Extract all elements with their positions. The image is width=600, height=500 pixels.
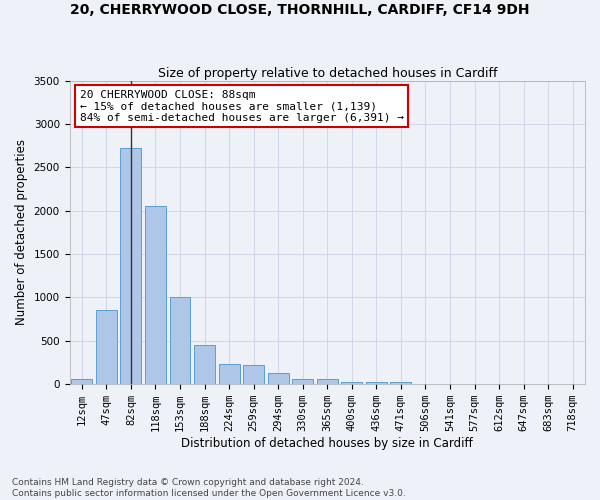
Bar [194,345,215,384]
X-axis label: Distribution of detached houses by size in Cardiff: Distribution of detached houses by size … [181,437,473,450]
Bar [341,382,362,384]
Bar [71,379,92,384]
Title: Size of property relative to detached houses in Cardiff: Size of property relative to detached ho… [158,66,497,80]
Text: 20 CHERRYWOOD CLOSE: 88sqm
← 15% of detached houses are smaller (1,139)
84% of s: 20 CHERRYWOOD CLOSE: 88sqm ← 15% of deta… [80,90,404,123]
Bar [170,297,190,384]
Bar [243,364,264,384]
Text: Contains HM Land Registry data © Crown copyright and database right 2024.
Contai: Contains HM Land Registry data © Crown c… [12,478,406,498]
Bar [366,382,387,384]
Bar [96,310,117,384]
Y-axis label: Number of detached properties: Number of detached properties [15,140,28,326]
Text: 20, CHERRYWOOD CLOSE, THORNHILL, CARDIFF, CF14 9DH: 20, CHERRYWOOD CLOSE, THORNHILL, CARDIFF… [70,2,530,16]
Bar [292,378,313,384]
Bar [268,372,289,384]
Bar [121,148,142,384]
Bar [317,380,338,384]
Bar [218,364,239,384]
Bar [391,382,412,384]
Bar [145,206,166,384]
